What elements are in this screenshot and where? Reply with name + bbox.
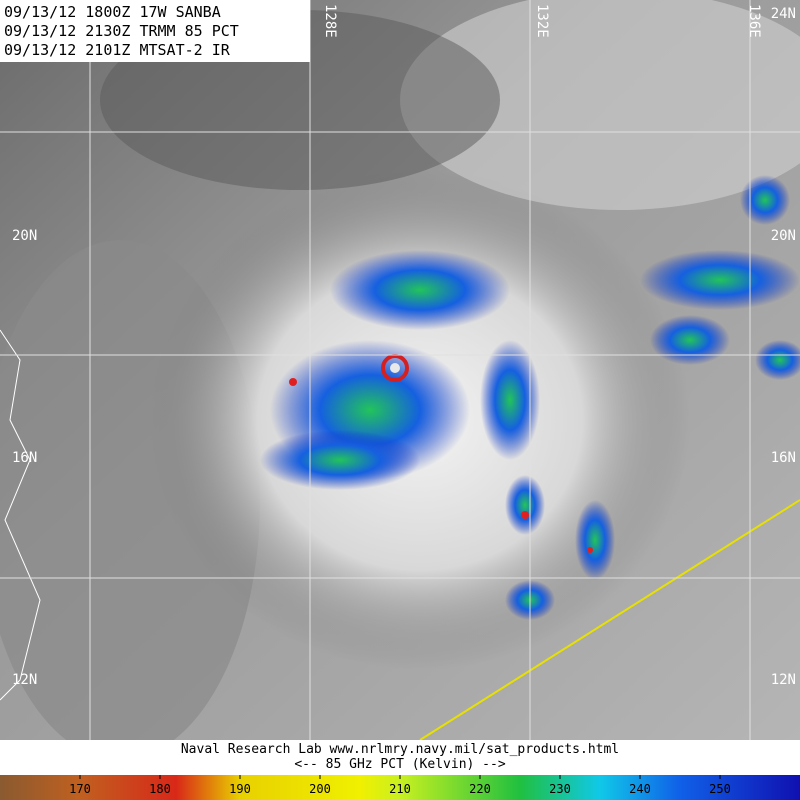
colorbar-label: 230 <box>549 782 571 796</box>
colorbar-label: 240 <box>629 782 651 796</box>
footer <box>0 740 800 775</box>
lat-label: 24N <box>771 6 796 22</box>
colorbar-label: 220 <box>469 782 491 796</box>
header-line: 09/13/12 2101Z MTSAT-2 IR <box>4 41 231 59</box>
rain-bands <box>260 175 800 620</box>
scale-title: <-- 85 GHz PCT (Kelvin) --> <box>294 757 505 772</box>
colorbar-label: 180 <box>149 782 171 796</box>
swath-edge <box>419 499 800 741</box>
cloud <box>400 0 800 210</box>
lon-label: 132E <box>534 4 550 38</box>
lon-label: 136E <box>746 4 762 38</box>
lat-label: 20N <box>771 228 796 244</box>
colorbar-label: 190 <box>229 782 251 796</box>
coastline <box>0 329 41 701</box>
lat-label: 16N <box>12 450 37 466</box>
lat-label: 16N <box>771 450 796 466</box>
lon-label: 128E <box>322 4 338 38</box>
colorbar-label: 210 <box>389 782 411 796</box>
header-line: 09/13/12 1800Z 17W SANBA <box>4 3 221 21</box>
colorbar-label: 170 <box>69 782 91 796</box>
grid <box>0 0 800 740</box>
header-box <box>0 0 310 62</box>
footer-credit: Naval Research Lab www.nrlmry.navy.mil/s… <box>181 742 619 757</box>
header-line: 09/13/12 2130Z TRMM 85 PCT <box>4 22 239 40</box>
colorbar-label: 200 <box>309 782 331 796</box>
colorbar-label: 250 <box>709 782 731 796</box>
lat-label: 12N <box>771 672 796 688</box>
lat-label: 12N <box>12 672 37 688</box>
lat-label: 20N <box>12 228 37 244</box>
colorbar <box>0 775 800 800</box>
